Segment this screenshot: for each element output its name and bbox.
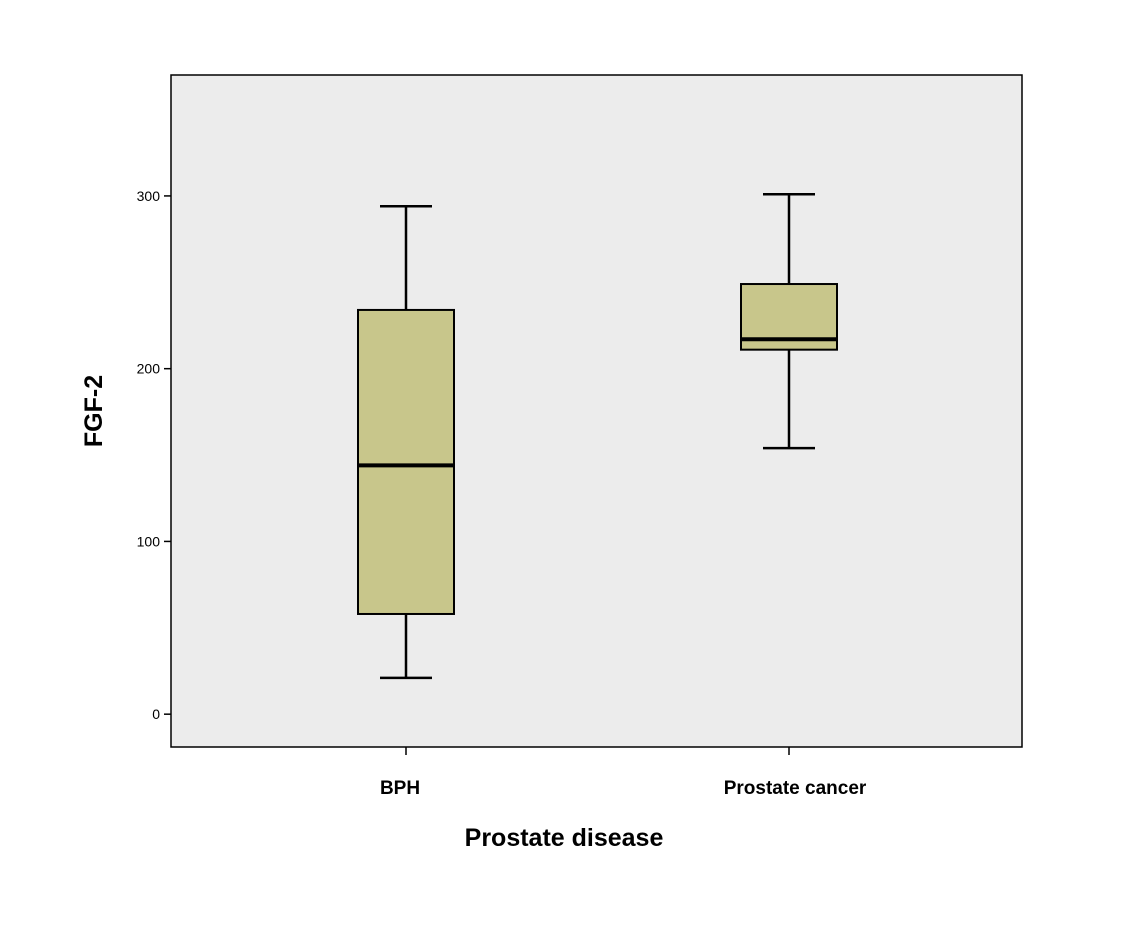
x-category-label: Prostate cancer xyxy=(724,778,867,799)
box-group xyxy=(357,205,455,680)
y-tick-label: 100 xyxy=(137,533,161,549)
y-tick-label: 200 xyxy=(137,361,161,377)
x-category-label: BPH xyxy=(380,778,420,799)
y-axis: 0 100 200 300 xyxy=(137,188,171,722)
y-tick-label: 0 xyxy=(152,706,160,722)
x-axis: BPH Prostate cancer xyxy=(380,747,867,799)
box-series xyxy=(357,192,838,680)
iqr-box xyxy=(357,308,455,615)
y-tick-label: 300 xyxy=(137,188,161,204)
y-axis-title: FGF-2 xyxy=(80,375,108,447)
plot-area xyxy=(170,74,1023,748)
box-group xyxy=(740,192,838,450)
x-axis-title: Prostate disease xyxy=(465,824,664,852)
